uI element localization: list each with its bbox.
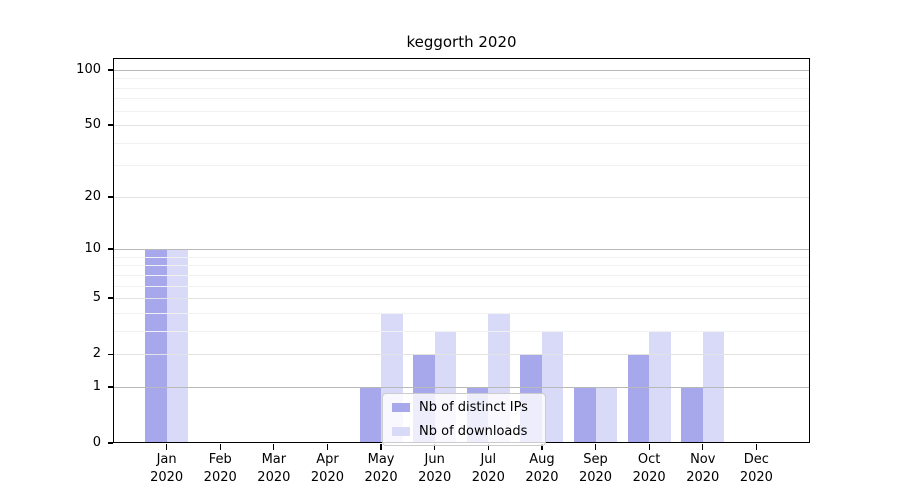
bar-distinct-ips	[627, 354, 650, 443]
legend-entry-distinct-ips: Nb of distinct IPs	[392, 401, 536, 414]
y-tick-mark	[107, 124, 113, 126]
gridline-minor	[113, 265, 810, 267]
bar-downloads	[595, 386, 618, 443]
gridline-minor	[113, 110, 810, 112]
x-tick-mark	[487, 444, 489, 450]
legend: Nb of distinct IPs Nb of downloads	[382, 393, 546, 446]
gridline-minor	[113, 330, 810, 332]
y-tick-mark	[107, 69, 113, 71]
gridline-minor	[113, 142, 810, 144]
x-tick-label: Jun 2020	[418, 452, 452, 485]
gridline	[113, 125, 810, 127]
chart-title: keggorth 2020	[406, 33, 517, 51]
gridline-minor	[113, 285, 810, 287]
y-tick-label: 50	[84, 117, 101, 133]
gridline	[113, 196, 810, 198]
y-tick-label: 20	[84, 188, 101, 204]
y-tick-label: 1	[92, 378, 101, 394]
gridline	[113, 354, 810, 356]
y-tick-label: 0	[92, 435, 101, 450]
gridline	[113, 69, 810, 71]
gridline-minor	[113, 78, 810, 80]
x-tick-mark	[273, 444, 275, 450]
y-tick-mark	[107, 442, 113, 444]
bar-downloads	[166, 249, 189, 443]
gridline-minor	[113, 165, 810, 167]
x-tick-label: Sep 2020	[578, 452, 613, 485]
x-tick-label: May 2020	[364, 452, 398, 485]
legend-entry-downloads: Nb of downloads	[392, 425, 536, 438]
x-tick-label: Jul 2020	[471, 452, 505, 485]
gridline	[113, 298, 810, 300]
x-tick-label: Mar 2020	[257, 452, 291, 485]
y-tick-label: 10	[84, 241, 101, 257]
y-tick-mark	[107, 196, 113, 198]
x-tick-label: Aug 2020	[525, 452, 559, 485]
gridline-minor	[113, 312, 810, 314]
y-tick-mark	[107, 248, 113, 250]
bar-distinct-ips	[681, 386, 703, 443]
grid-layer	[113, 58, 810, 443]
x-tick-mark	[702, 444, 704, 450]
legend-label-downloads: Nb of downloads	[419, 424, 528, 439]
y-tick-mark	[107, 353, 113, 355]
x-tick-mark	[648, 444, 650, 450]
gridline-minor	[113, 256, 810, 258]
x-tick-mark	[755, 444, 758, 450]
y-tick-label: 2	[92, 346, 101, 362]
legend-swatch-distinct-ips	[392, 403, 410, 412]
gridline	[113, 386, 810, 388]
x-tick-label: Dec 2020	[739, 452, 773, 485]
x-tick-mark	[434, 444, 436, 450]
x-tick-mark	[541, 444, 543, 450]
gridline-minor	[113, 98, 810, 100]
x-tick-mark	[165, 444, 168, 450]
gridline	[113, 249, 810, 251]
x-tick-label: Nov 2020	[686, 452, 720, 485]
plot-area: Nb of distinct IPs Nb of downloads 0 1 2 5 1…	[76, 58, 810, 485]
legend-label-distinct-ips: Nb of distinct IPs	[419, 400, 528, 415]
x-tick-label: Oct 2020	[632, 452, 666, 485]
x-tick-mark	[380, 444, 382, 450]
gridline-minor	[113, 274, 810, 276]
bar-distinct-ips	[574, 386, 596, 443]
y-tick-label: 5	[92, 290, 101, 306]
gridline-minor	[113, 87, 810, 89]
bar-distinct-ips	[145, 249, 167, 443]
legend-swatch-downloads	[392, 427, 410, 436]
x-tick-label: Jan 2020	[150, 452, 184, 485]
y-tick-label: 100	[76, 61, 101, 77]
x-tick-mark	[594, 444, 597, 450]
x-tick-mark	[219, 444, 221, 450]
x-tick-label: Feb 2020	[203, 452, 237, 485]
x-tick-label: Apr 2020	[310, 452, 344, 485]
bar-distinct-ips	[359, 386, 382, 443]
y-tick-mark	[107, 297, 113, 299]
y-tick-mark	[107, 386, 113, 388]
x-tick-mark	[326, 444, 329, 450]
